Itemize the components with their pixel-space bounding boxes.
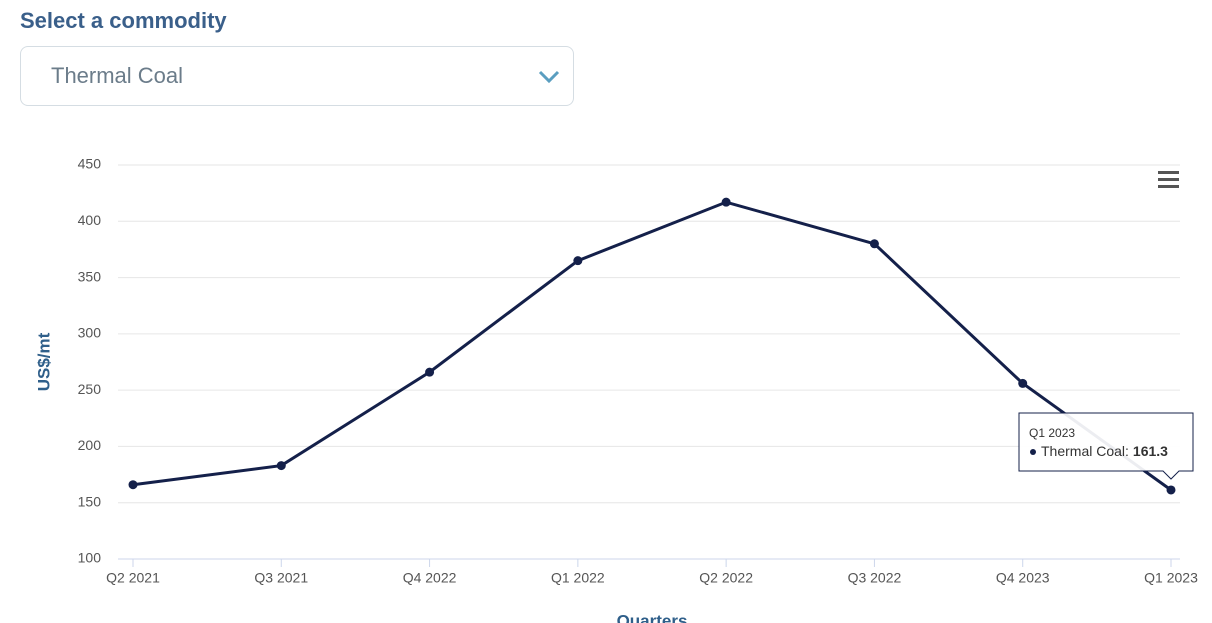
- y-tick-label: 150: [78, 493, 102, 509]
- y-tick-label: 400: [78, 212, 102, 228]
- point: [721, 197, 731, 207]
- field-label: Select a commodity: [20, 8, 227, 33]
- tooltip-text: Thermal Coal: 161.3: [1041, 443, 1168, 459]
- point: [573, 256, 583, 266]
- tooltip-part: :: [1125, 443, 1129, 459]
- tooltip-part: Thermal Coal: [1041, 443, 1125, 459]
- x-tick-label: Q2 2022: [699, 570, 753, 586]
- x-tick-label: Q1 2022: [551, 570, 605, 586]
- point: [425, 367, 435, 377]
- x-axis-title: Quarters: [617, 611, 688, 623]
- commodity-dropdown[interactable]: Thermal Coal: [20, 46, 574, 106]
- point: [128, 480, 138, 490]
- tooltip-category: Q1 2023: [1029, 426, 1075, 440]
- tooltip-part: 161.3: [1133, 443, 1168, 459]
- y-axis-title: US$/mt: [34, 332, 53, 391]
- x-tick-label: Q3 2021: [254, 570, 308, 586]
- point: [1018, 378, 1028, 388]
- tooltip-box: [1018, 412, 1194, 480]
- y-tick-label: 100: [78, 550, 102, 566]
- menu-icon[interactable]: [1158, 171, 1179, 188]
- tooltip-dot: [1030, 449, 1036, 455]
- x-tick-label: Q4 2023: [996, 570, 1050, 586]
- y-tick-label: 250: [78, 381, 102, 397]
- x-tick-label: Q2 2021: [106, 570, 160, 586]
- y-tick-label: 450: [78, 156, 102, 172]
- x-tick-label: Q1 2023: [1144, 570, 1198, 586]
- point: [1166, 485, 1176, 495]
- tooltip: Q1 2023 Thermal Coal: 161.3: [1018, 412, 1194, 480]
- chevron: [538, 70, 560, 84]
- y-tick-label: 200: [78, 437, 102, 453]
- point: [276, 461, 286, 471]
- y-tick-label: 350: [78, 268, 102, 284]
- dropdown-value: Thermal Coal: [51, 63, 184, 88]
- line: [132, 200, 1172, 492]
- x-tick-label: Q3 2022: [848, 570, 902, 586]
- point: [869, 239, 879, 249]
- y-tick-label: 300: [78, 325, 102, 341]
- x-tick-label: Q4 2022: [403, 570, 457, 586]
